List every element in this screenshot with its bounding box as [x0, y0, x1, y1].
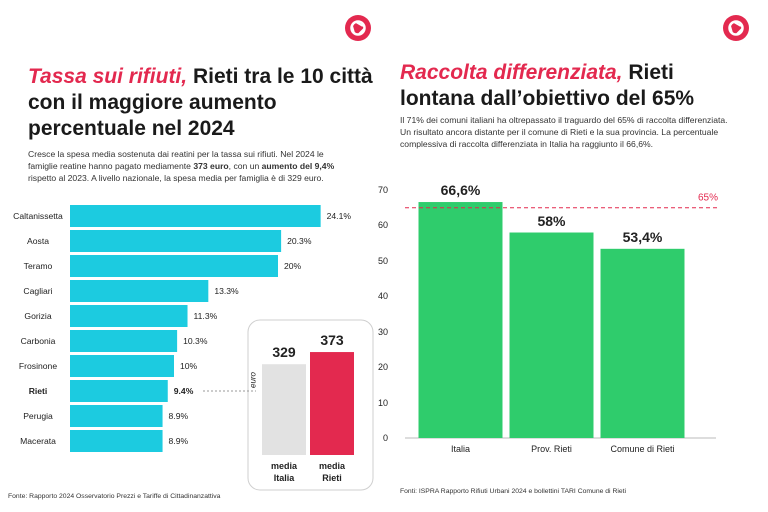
bar — [310, 352, 354, 455]
value-label: 13.3% — [214, 286, 239, 296]
y-tick-label: 0 — [382, 433, 388, 443]
title-highlight: Tassa sui rifiuti, — [28, 65, 188, 88]
logo — [723, 15, 749, 41]
y-tick-label: 20 — [377, 362, 388, 373]
value-label: 373 — [320, 332, 344, 349]
y-tick-label: 50 — [377, 255, 388, 266]
value-label: 53,4% — [622, 228, 663, 245]
category-label: Caltanissetta — [13, 211, 63, 221]
value-label: 20.3% — [287, 236, 312, 246]
category-label: media Italia — [270, 460, 297, 483]
right-title: Raccolta differenziata, Rieti lontana da… — [400, 60, 750, 112]
value-label: 66,6% — [440, 182, 481, 199]
category-label: Prov. Rieti — [531, 444, 572, 454]
source: Fonte: Rapporto 2024 Osservatorio Prezzi… — [8, 493, 221, 500]
bar — [418, 202, 503, 438]
bar — [70, 205, 321, 227]
y-tick-label: 10 — [377, 397, 388, 408]
logo — [345, 15, 371, 41]
description-text: 373 euro — [193, 161, 229, 171]
bar — [70, 355, 174, 377]
value-label: 24.1% — [326, 211, 351, 221]
bar — [262, 364, 306, 455]
left-description: Cresce la spesa media sostenuta dai reat… — [28, 148, 340, 184]
value-label: 10% — [180, 361, 198, 371]
value-label: 11.3% — [193, 311, 218, 321]
y-tick-label: 70 — [377, 185, 388, 195]
bar — [70, 255, 278, 277]
target-label: 65% — [697, 192, 719, 204]
description-text: aumento del 9,4% — [261, 161, 335, 171]
right-description: Il 71% dei comuni italiani ha oltrepassa… — [400, 114, 730, 150]
title-text: Rieti lontana dall’obiettivo del 65% — [400, 61, 695, 110]
value-label: 8.9% — [168, 411, 189, 421]
left-title: Tassa sui rifiuti, Rieti tra le 10 città… — [28, 64, 373, 142]
source: Fonti: ISPRA Rapporto Rifiuti Urbani 202… — [400, 488, 627, 495]
category-label: Cagliari — [23, 286, 53, 296]
bar — [70, 280, 209, 302]
bar — [70, 405, 163, 427]
category-label: Perugia — [23, 411, 53, 421]
category-label: Teramo — [23, 261, 53, 271]
bar — [70, 305, 188, 327]
value-label: 10.3% — [183, 336, 208, 346]
value-label: 329 — [272, 344, 296, 361]
category-label: Rieti — [28, 386, 48, 396]
category-label: Gorizia — [24, 311, 52, 321]
category-label: Carbonia — [20, 336, 56, 346]
description-text: , con un — [228, 161, 262, 171]
description-text: Il 71% dei comuni italiani ha oltrepassa… — [400, 115, 728, 149]
value-label: 20% — [284, 261, 302, 271]
category-label: Italia — [450, 444, 471, 454]
y-tick-label: 40 — [377, 291, 388, 302]
value-label: 8.9% — [168, 436, 189, 446]
bar — [70, 230, 282, 252]
bar — [70, 330, 178, 352]
y-tick-label: 60 — [377, 220, 388, 231]
bar — [70, 380, 168, 402]
title-highlight: Raccolta differenziata, — [400, 61, 623, 84]
bar — [70, 430, 163, 452]
bar — [600, 248, 685, 438]
category-label: Aosta — [27, 236, 49, 246]
value-label: 9.4% — [173, 386, 194, 396]
category-label: media Rieti — [318, 460, 345, 483]
y-axis-label: euro — [248, 371, 258, 389]
y-tick-label: 30 — [377, 326, 388, 337]
category-label: Comune di Rieti — [610, 444, 675, 454]
category-label: Macerata — [20, 436, 56, 446]
title-text: Rieti tra le 10 città con il maggiore au… — [28, 65, 373, 140]
description-text: rispetto al 2023. A livello nazionale, l… — [28, 173, 324, 183]
category-label: Frosinone — [18, 361, 58, 371]
value-label: 58% — [537, 212, 566, 229]
bar — [509, 232, 594, 438]
description-text: Cresce la spesa media sostenuta dai reat… — [28, 149, 324, 171]
